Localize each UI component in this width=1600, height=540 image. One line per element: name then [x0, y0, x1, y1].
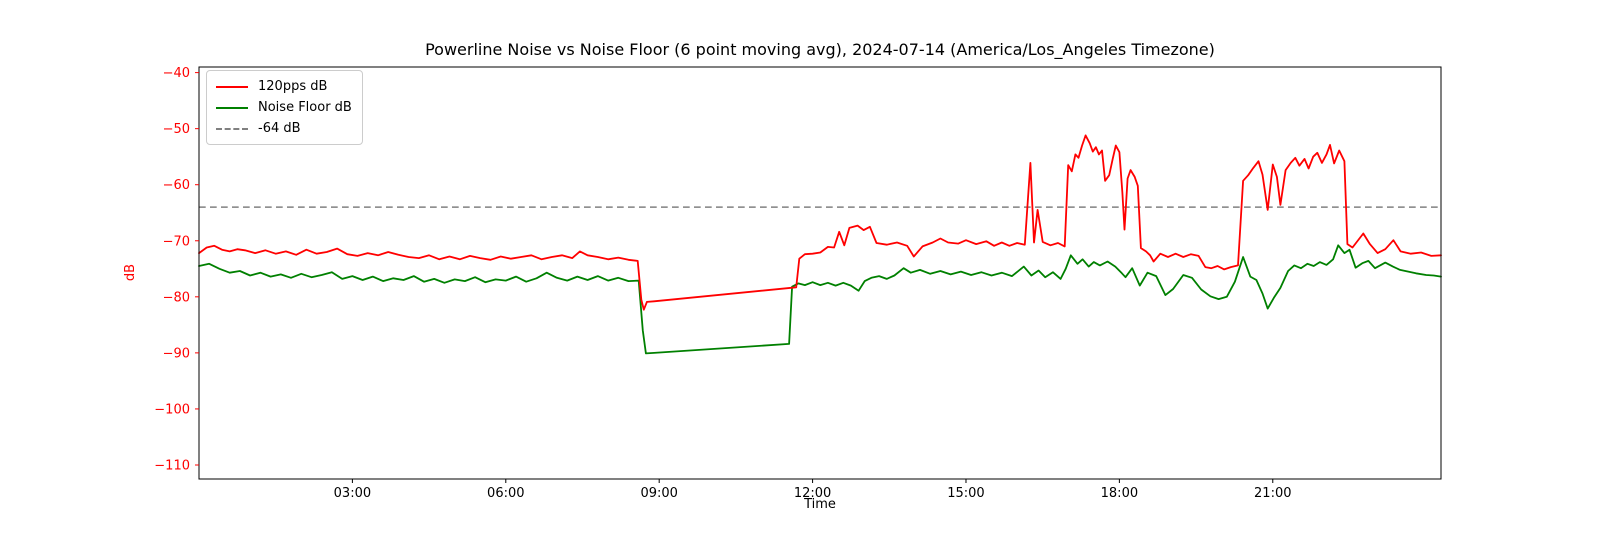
x-axis-label: Time [804, 497, 836, 512]
y-axis-tick-label: −40 [163, 66, 190, 81]
legend-line-sample-64-db [216, 127, 248, 130]
y-axis-tick-label: −80 [163, 290, 190, 305]
x-axis-tick-label: 06:00 [487, 486, 524, 501]
plot-border [198, 66, 1442, 480]
chart-title: Powerline Noise vs Noise Floor (6 point … [425, 40, 1215, 59]
legend-label: -64 dB [258, 121, 301, 136]
legend-entry-120pps-db: 120pps dB [216, 76, 352, 97]
y-axis-tick-label: −100 [154, 402, 190, 417]
x-axis-tick-label: 09:00 [640, 486, 677, 501]
legend: 120pps dB Noise Floor dB -64 dB [206, 70, 363, 145]
series-line-noise-floor-db [198, 244, 1442, 355]
y-axis-tick-label: −90 [163, 346, 190, 361]
x-axis-tick-label: 12:00 [794, 486, 831, 501]
y-axis-tick-label: −60 [163, 178, 190, 193]
legend-label: 120pps dB [258, 79, 328, 94]
legend-entry-noise-floor-db: Noise Floor dB [216, 97, 352, 118]
series-line-120pps-db [198, 134, 1442, 311]
x-axis-tick-label: 15:00 [947, 486, 984, 501]
legend-line-sample-noise-floor-db [216, 106, 248, 109]
x-axis-tick-label: 03:00 [334, 486, 371, 501]
legend-label: Noise Floor dB [258, 100, 352, 115]
y-axis-label: dB [123, 263, 139, 282]
x-axis-tick-label: 18:00 [1101, 486, 1138, 501]
x-axis-tick-label: 21:00 [1254, 486, 1291, 501]
y-axis-tick-label: −110 [154, 458, 190, 473]
legend-line-sample-120pps-db [216, 85, 248, 88]
legend-entry-64-db: -64 dB [216, 118, 352, 139]
y-axis-tick-label: −50 [163, 122, 190, 137]
y-axis-tick-label: −70 [163, 234, 190, 249]
